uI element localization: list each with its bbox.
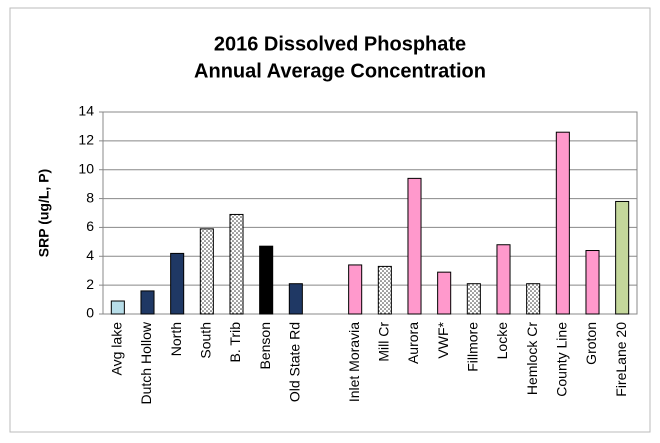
bar xyxy=(229,213,244,315)
x-tick-label: South xyxy=(198,322,214,359)
plot-area xyxy=(102,111,638,315)
chart-subtitle: Annual Average Concentration xyxy=(194,60,486,82)
x-tick-label: Old State Rd xyxy=(287,322,303,402)
bar xyxy=(140,290,155,315)
x-tick-label: Aurora xyxy=(405,322,421,364)
bar xyxy=(615,200,630,315)
y-tick-label: 8 xyxy=(86,189,94,205)
x-tick-label: Hemlock Cr xyxy=(524,322,540,395)
y-tick-label: 0 xyxy=(86,305,94,321)
bar xyxy=(585,250,600,315)
bar xyxy=(466,283,481,315)
bar xyxy=(348,264,363,315)
y-tick-label: 4 xyxy=(86,247,94,263)
bar xyxy=(437,271,452,315)
y-tick-label: 2 xyxy=(86,276,94,292)
bar xyxy=(555,131,570,315)
x-tick-label: Benson xyxy=(257,322,273,369)
x-tick-label: Mill Cr xyxy=(376,322,392,362)
bar xyxy=(407,177,422,315)
bar xyxy=(288,283,303,315)
bar xyxy=(526,283,541,315)
x-tick-label: B. Trib xyxy=(227,322,243,363)
y-tick-label: 6 xyxy=(86,218,94,234)
bar xyxy=(199,228,214,315)
x-tick-label: Locke xyxy=(494,322,510,360)
y-tick-label: 14 xyxy=(78,103,94,119)
x-tick-label: North xyxy=(168,322,184,356)
bar xyxy=(496,244,511,315)
x-tick-label: Fillmore xyxy=(465,322,481,372)
y-tick-label: 12 xyxy=(78,132,94,148)
y-axis-label: SRP (ug/L, P) xyxy=(36,169,52,257)
x-tick-label: Avg lake xyxy=(109,322,125,376)
bar xyxy=(259,245,274,315)
bar xyxy=(377,265,392,315)
chart-title: 2016 Dissolved Phosphate xyxy=(214,33,466,55)
x-tick-label: County Line xyxy=(554,322,570,397)
x-tick-label: Inlet Moravia xyxy=(346,322,362,402)
bar xyxy=(170,252,185,315)
x-tick-label: Dutch Hollow xyxy=(138,321,154,404)
x-tick-label: Groton xyxy=(583,322,599,365)
bar xyxy=(110,300,125,315)
x-tick-label: VWF* xyxy=(435,321,451,358)
x-tick-label: FireLane 20 xyxy=(613,322,629,397)
y-tick-label: 10 xyxy=(78,160,94,176)
